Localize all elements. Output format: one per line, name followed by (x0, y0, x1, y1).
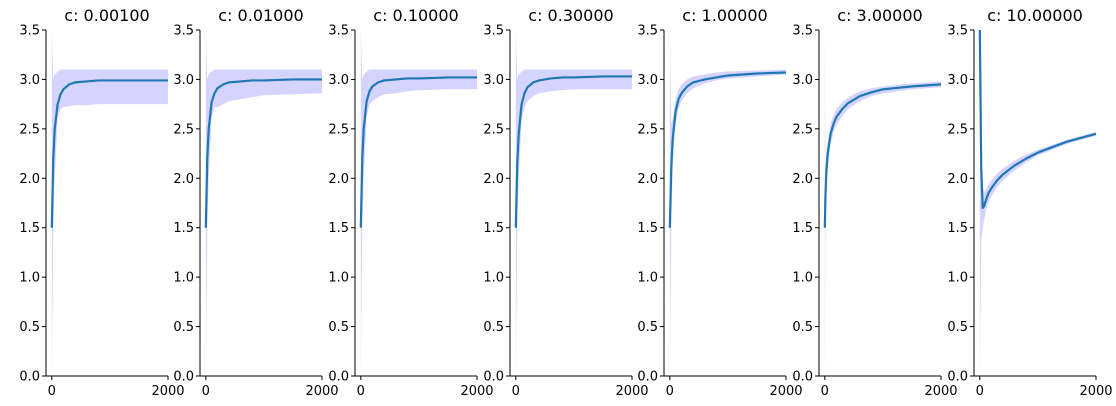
subplot-title: c: 0.00100 (64, 6, 149, 25)
y-tick-label: 0.0 (173, 370, 194, 385)
mean-line (514, 75, 632, 228)
y-tick-label: 0.0 (947, 370, 968, 385)
subplot-title: c: 10.00000 (987, 6, 1083, 25)
x-tick-label: 0 (357, 384, 365, 399)
confidence-band (51, 30, 169, 376)
y-tick-label: 0.5 (328, 320, 349, 335)
x-tick-label: 2000 (924, 384, 957, 399)
y-tick-label: 0.5 (19, 320, 40, 335)
y-tick-label: 1.0 (792, 271, 813, 286)
y-tick-label: 1.5 (637, 221, 658, 236)
y-tick-label: 1.5 (173, 221, 194, 236)
y-tick-label: 1.5 (19, 221, 40, 236)
y-tick-label: 3.5 (19, 24, 40, 39)
y-tick-label: 1.0 (637, 271, 658, 286)
mean-line (204, 78, 322, 228)
y-tick-label: 1.5 (328, 221, 349, 236)
x-tick-label: 2000 (460, 384, 493, 399)
y-tick-label: 0.5 (173, 320, 194, 335)
subplot-title: c: 1.00000 (682, 6, 767, 25)
y-tick-label: 3.0 (947, 73, 968, 88)
confidence-band (824, 30, 941, 376)
subplot-title: c: 0.01000 (218, 6, 303, 25)
y-tick-label: 2.0 (19, 172, 40, 187)
subplot-1: 0.0 0.5 1.0 1.5 2.0 2.5 3.0 3.5 0 2000 c: 0.00100 (19, 6, 184, 399)
x-tick-label: 2000 (615, 384, 648, 399)
subplot-3: 0.0 0.5 1.0 1.5 2.0 2.5 3.0 3.5 0 2000 c: 0.10000 (328, 6, 493, 399)
subplot-2: 0.0 0.5 1.0 1.5 2.0 2.5 3.0 3.5 0 2000 c: 0.01000 (173, 6, 338, 399)
mean-line (50, 79, 168, 228)
y-tick-label: 1.5 (792, 221, 813, 236)
y-tick-label: 2.0 (328, 172, 349, 187)
x-tick-label: 2000 (305, 384, 338, 399)
confidence-band (205, 30, 322, 376)
confidence-band (979, 30, 1096, 376)
y-tick-label: 1.5 (483, 221, 504, 236)
y-tick-label: 0.5 (637, 320, 658, 335)
y-tick-label: 1.5 (947, 221, 968, 236)
subplot-7: 0.0 0.5 1.0 1.5 2.0 2.5 3.0 3.5 0 2000 c: 10.00000 (947, 6, 1112, 399)
y-tick-label: 2.5 (173, 122, 194, 137)
y-tick-label: 0.5 (792, 320, 813, 335)
y-tick-label: 2.5 (792, 122, 813, 137)
x-tick-label: 2000 (1079, 384, 1112, 399)
y-tick-label: 1.0 (483, 271, 504, 286)
subplot-4: 0.0 0.5 1.0 1.5 2.0 2.5 3.0 3.5 0 2000 c: 0.30000 (483, 6, 648, 399)
subplot-title: c: 0.10000 (373, 6, 458, 25)
y-tick-label: 2.0 (173, 172, 194, 187)
y-tick-label: 3.5 (328, 24, 349, 39)
y-tick-label: 2.5 (947, 122, 968, 137)
y-tick-label: 2.5 (328, 122, 349, 137)
y-tick-label: 2.5 (19, 122, 40, 137)
y-tick-label: 1.0 (19, 271, 40, 286)
subplot-6: 0.0 0.5 1.0 1.5 2.0 2.5 3.0 3.5 0 2000 c: 3.00000 (792, 6, 957, 399)
y-tick-label: 3.0 (19, 73, 40, 88)
y-tick-label: 2.0 (483, 172, 504, 187)
subplot-title: c: 0.30000 (528, 6, 613, 25)
y-tick-label: 3.5 (792, 24, 813, 39)
y-tick-label: 0.0 (328, 370, 349, 385)
y-tick-label: 1.0 (947, 271, 968, 286)
subplot-5: 0.0 0.5 1.0 1.5 2.0 2.5 3.0 3.5 0 2000 c: 1.00000 (637, 6, 802, 399)
y-tick-label: 3.0 (328, 73, 349, 88)
x-tick-label: 0 (48, 384, 56, 399)
y-tick-label: 0.0 (792, 370, 813, 385)
x-tick-label: 2000 (769, 384, 802, 399)
x-tick-label: 2000 (151, 384, 184, 399)
y-tick-label: 0.5 (483, 320, 504, 335)
mean-line (978, 29, 1097, 210)
mean-line (668, 71, 787, 228)
y-tick-label: 2.0 (637, 172, 658, 187)
y-tick-label: 0.0 (637, 370, 658, 385)
y-tick-label: 3.0 (173, 73, 194, 88)
x-tick-label: 0 (512, 384, 520, 399)
y-tick-label: 3.5 (173, 24, 194, 39)
y-tick-label: 0.0 (483, 370, 504, 385)
y-tick-label: 3.0 (637, 73, 658, 88)
y-tick-label: 1.0 (173, 271, 194, 286)
y-tick-label: 1.0 (328, 271, 349, 286)
confidence-band (669, 30, 786, 376)
y-tick-label: 2.5 (483, 122, 504, 137)
mean-line (359, 76, 477, 228)
y-tick-label: 3.0 (483, 73, 504, 88)
x-tick-label: 0 (202, 384, 210, 399)
y-tick-label: 0.0 (19, 370, 40, 385)
x-tick-label: 0 (821, 384, 829, 399)
y-tick-label: 3.0 (792, 73, 813, 88)
y-tick-label: 2.5 (637, 122, 658, 137)
x-tick-label: 0 (666, 384, 674, 399)
x-tick-label: 0 (976, 384, 984, 399)
mean-line (823, 83, 942, 228)
y-tick-label: 0.5 (947, 320, 968, 335)
subplot-title: c: 3.00000 (837, 6, 922, 25)
y-tick-label: 3.5 (947, 24, 968, 39)
y-tick-label: 2.0 (947, 172, 968, 187)
y-tick-label: 3.5 (637, 24, 658, 39)
y-tick-label: 3.5 (483, 24, 504, 39)
y-tick-label: 2.0 (792, 172, 813, 187)
